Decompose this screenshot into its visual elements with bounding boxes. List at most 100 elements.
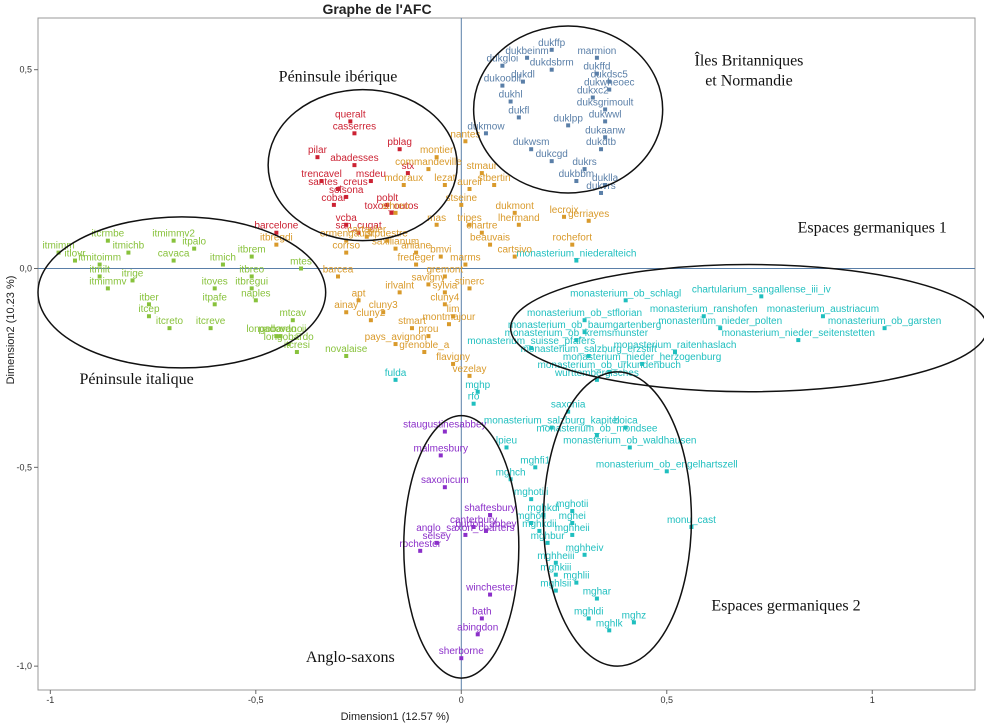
data-point-marker: [533, 465, 538, 470]
data-point-label: monasterium_ob_kremsmunster: [505, 328, 649, 339]
data-point-label: cluny4: [430, 292, 459, 303]
data-point-marker: [393, 210, 398, 215]
data-point-label: monasterium_ob_schlagl: [570, 288, 681, 299]
data-point-label: itmitoimm: [78, 253, 121, 264]
data-point-label: anglo_saxon_charters: [416, 523, 514, 534]
data-point-label: dukwwl: [589, 109, 622, 120]
data-point-label: stbertin: [478, 173, 511, 184]
region-label: Péninsule italique: [80, 371, 194, 388]
data-point-label: mghheii: [555, 523, 590, 534]
data-point-label: commandeville: [395, 157, 462, 168]
data-point-label: irlvalnt: [385, 280, 414, 291]
data-point-label: dukoobll: [484, 74, 521, 85]
data-point-marker: [582, 167, 587, 172]
data-point-marker: [344, 250, 349, 255]
data-point-marker: [545, 540, 550, 545]
data-point-marker: [882, 326, 887, 331]
data-point-label: saxonicum: [421, 475, 469, 486]
data-point-marker: [97, 262, 102, 267]
data-point-marker: [451, 314, 456, 319]
data-point-label: aniane: [401, 241, 431, 252]
data-point-label: msdeu: [356, 169, 386, 180]
data-point-label: itbregui: [235, 276, 268, 287]
data-point-marker: [599, 190, 604, 195]
data-point-marker: [385, 238, 390, 243]
x-tick-label: -0,5: [248, 695, 264, 705]
data-point-label: mghz: [622, 610, 646, 621]
data-point-marker: [192, 246, 197, 251]
data-point-marker: [451, 361, 456, 366]
data-point-label: monasterium_suisse_pfafers: [467, 336, 595, 347]
data-point-marker: [516, 115, 521, 120]
data-point-marker: [286, 342, 291, 347]
data-point-label: mghheiii: [537, 551, 574, 562]
data-point-label: monasterium_niederalteich: [516, 249, 636, 260]
data-point-label: pilar: [308, 145, 328, 156]
data-point-label: longobardo: [264, 332, 314, 343]
data-point-marker: [529, 147, 534, 152]
y-tick-label: -1,0: [16, 661, 32, 671]
data-point-label: mghch: [496, 467, 526, 478]
data-point-marker: [414, 262, 419, 267]
data-point-label: stseine: [445, 193, 477, 204]
data-point-marker: [368, 179, 373, 184]
data-point-marker: [599, 147, 604, 152]
data-point-marker: [299, 266, 304, 271]
data-point-marker: [348, 119, 353, 124]
data-point-marker: [389, 210, 394, 215]
data-point-marker: [442, 429, 447, 434]
data-point-marker: [566, 409, 571, 414]
data-point-label: rochefort: [553, 233, 593, 244]
data-point-marker: [463, 262, 468, 267]
data-point-label: mghkiii: [540, 563, 571, 574]
data-point-marker: [434, 540, 439, 545]
data-point-marker: [512, 254, 517, 259]
data-point-marker: [220, 262, 225, 267]
data-point-marker: [171, 258, 176, 263]
region-label: Espaces germaniques 1: [798, 220, 947, 237]
data-point-marker: [253, 298, 258, 303]
data-point-label: santes_creus: [308, 177, 367, 188]
plot-frame: [37, 17, 976, 691]
data-point-marker: [463, 139, 468, 144]
data-point-marker: [459, 202, 464, 207]
region-ellipse: [472, 25, 664, 194]
data-point-label: shaftesbury: [464, 503, 516, 514]
data-point-label: apt: [352, 288, 366, 299]
data-point-label: itbreo: [239, 264, 264, 275]
data-point-marker: [385, 202, 390, 207]
data-point-marker: [105, 286, 110, 291]
data-point-marker: [274, 334, 279, 339]
region-label: Îles Britanniques: [695, 51, 804, 70]
data-point-marker: [594, 71, 599, 76]
data-point-marker: [586, 218, 591, 223]
data-point-label: montmajour: [423, 312, 476, 323]
data-point-label: prou: [418, 324, 438, 335]
data-point-label: mghheiv: [566, 543, 604, 554]
data-point-marker: [562, 214, 567, 219]
data-point-label: dukmow: [467, 121, 505, 132]
data-point-label: boica: [614, 416, 638, 427]
data-point-label: mghfi1: [520, 455, 550, 466]
regions-layer: Péninsule ibérique Îles Britanniques et No…: [37, 25, 984, 679]
data-point-label: corrso: [332, 241, 360, 252]
data-point-marker: [126, 250, 131, 255]
data-point-label: itcresi: [284, 340, 310, 351]
data-point-label: pays_avignon: [365, 332, 427, 343]
data-point-label: stpuestre: [367, 229, 409, 240]
data-point-label: barcelone: [254, 221, 298, 232]
region-ellipse: [509, 263, 984, 393]
data-point-label: tripes: [457, 213, 481, 224]
data-point-label: dukaanw: [585, 125, 626, 136]
data-point-label: dukwsm: [513, 137, 550, 148]
data-point-marker: [820, 314, 825, 319]
x-tick-label: 0,5: [661, 695, 674, 705]
data-point-marker: [397, 147, 402, 152]
data-point-label: mghkdii: [522, 519, 556, 530]
data-point-label: lezat: [434, 173, 455, 184]
data-point-marker: [426, 334, 431, 339]
data-point-marker: [368, 318, 373, 323]
data-point-label: stmart: [398, 316, 426, 327]
data-point-label: mghbur: [531, 531, 566, 542]
data-point-marker: [549, 159, 554, 164]
